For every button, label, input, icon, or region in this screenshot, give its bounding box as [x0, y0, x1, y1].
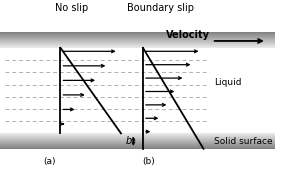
- Text: Boundary slip: Boundary slip: [127, 3, 194, 12]
- Text: No slip: No slip: [55, 3, 88, 12]
- Text: (b): (b): [142, 157, 155, 166]
- Text: Solid surface: Solid surface: [215, 137, 273, 146]
- Text: (a): (a): [43, 157, 56, 166]
- Text: Velocity: Velocity: [166, 30, 210, 40]
- Text: Liquid: Liquid: [215, 78, 242, 87]
- Text: b: b: [126, 136, 132, 146]
